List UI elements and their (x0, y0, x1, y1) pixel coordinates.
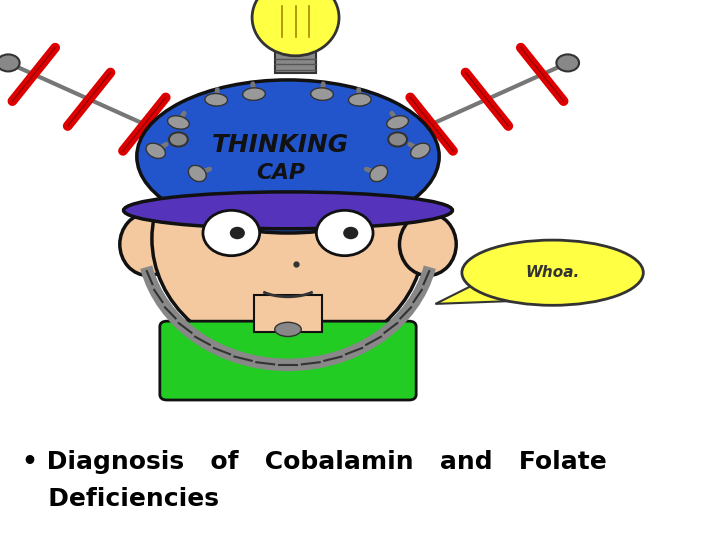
Ellipse shape (137, 80, 439, 233)
Ellipse shape (152, 120, 424, 357)
Ellipse shape (243, 88, 265, 100)
Ellipse shape (400, 213, 456, 275)
Ellipse shape (557, 55, 579, 71)
Ellipse shape (343, 227, 359, 239)
Ellipse shape (370, 165, 387, 181)
FancyBboxPatch shape (275, 36, 316, 73)
FancyBboxPatch shape (160, 321, 416, 400)
Text: Deficiencies: Deficiencies (22, 488, 219, 511)
Ellipse shape (252, 0, 339, 56)
Text: • Diagnosis   of   Cobalamin   and   Folate: • Diagnosis of Cobalamin and Folate (22, 450, 606, 474)
Polygon shape (436, 281, 511, 304)
Ellipse shape (146, 143, 166, 158)
Ellipse shape (348, 93, 371, 106)
Ellipse shape (124, 192, 452, 229)
Text: THINKING: THINKING (212, 133, 349, 157)
Ellipse shape (311, 88, 333, 100)
Ellipse shape (120, 213, 176, 275)
Ellipse shape (0, 55, 19, 71)
Ellipse shape (275, 322, 301, 336)
Text: Whoa.: Whoa. (526, 265, 580, 280)
FancyBboxPatch shape (254, 295, 322, 332)
Ellipse shape (316, 210, 373, 256)
Ellipse shape (462, 240, 644, 305)
Ellipse shape (230, 227, 245, 239)
Ellipse shape (203, 210, 260, 256)
Ellipse shape (189, 165, 206, 181)
Text: CAP: CAP (256, 164, 305, 184)
Ellipse shape (168, 116, 189, 129)
Ellipse shape (169, 132, 188, 146)
Ellipse shape (387, 116, 408, 129)
Ellipse shape (388, 132, 407, 146)
Ellipse shape (410, 143, 430, 158)
Ellipse shape (205, 93, 228, 106)
